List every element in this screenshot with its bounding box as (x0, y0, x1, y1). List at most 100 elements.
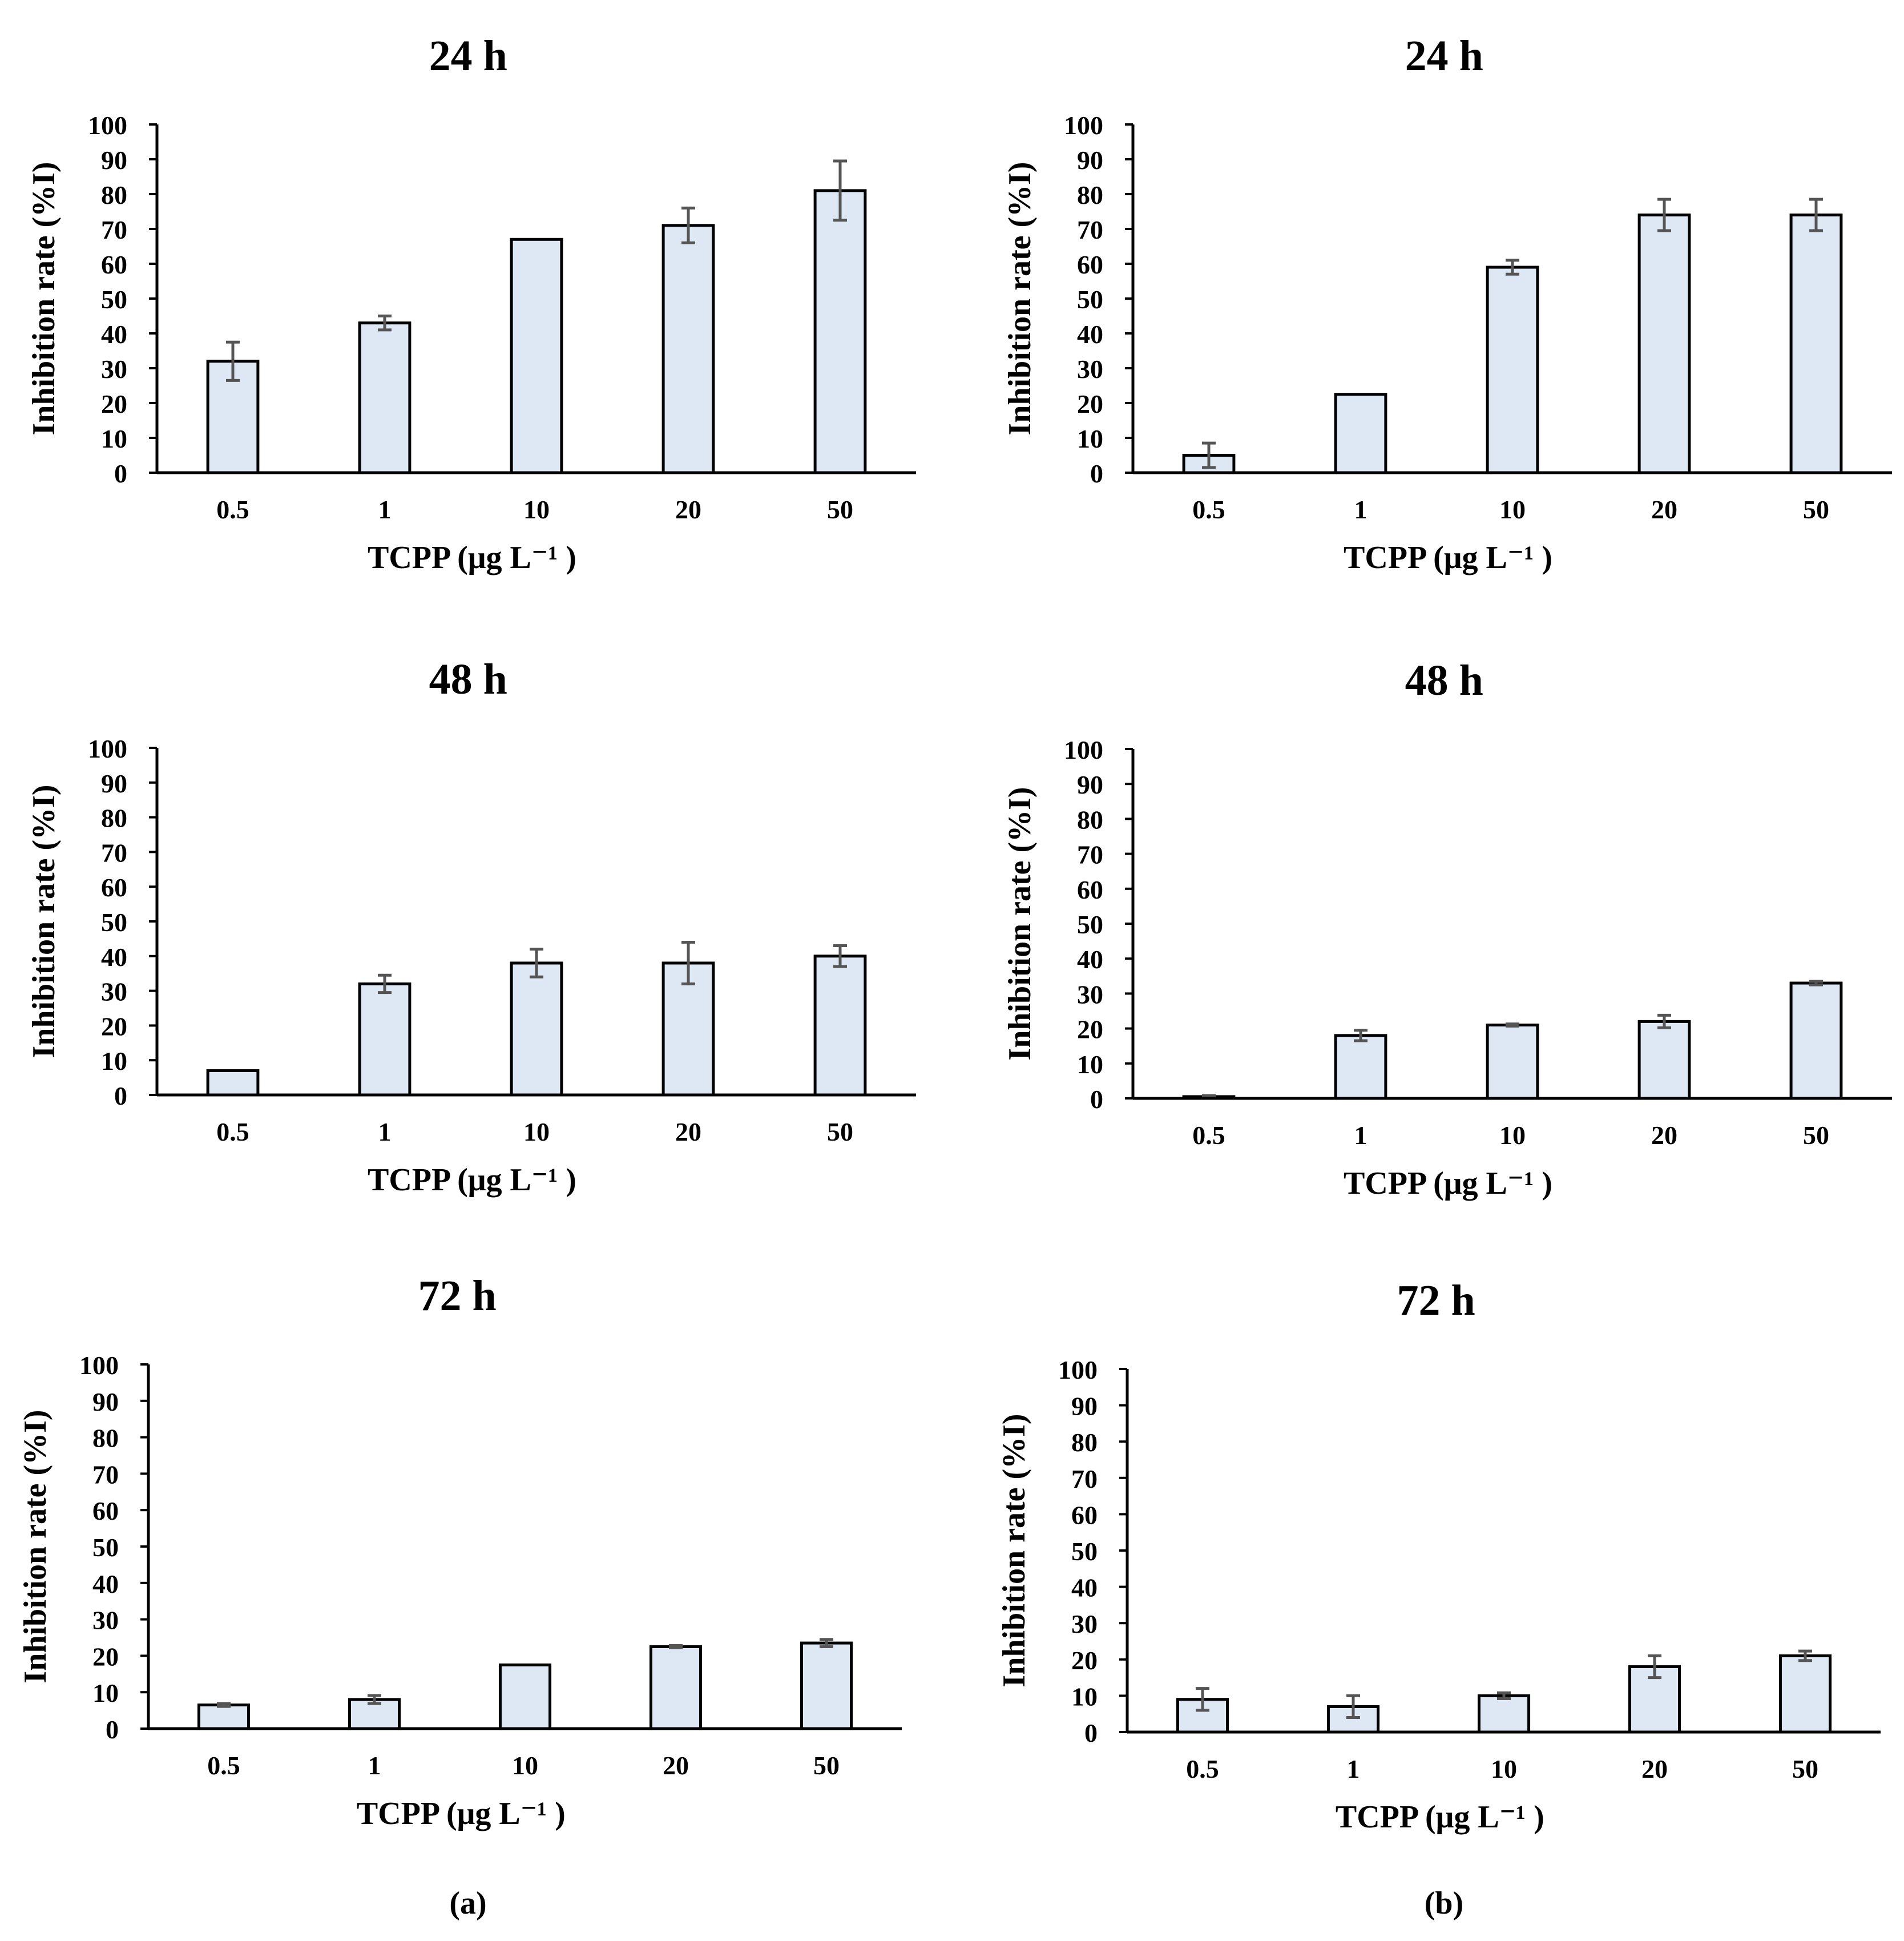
y-tick-label: 30 (92, 1606, 119, 1635)
chart-1: 24 h 0 10 20 30 40 50 60 70 80 90 100 0.5 1 10 20 50 TCPP… (26, 32, 916, 575)
bar (1789, 981, 1843, 1100)
y-tick-label: 40 (101, 320, 127, 349)
y-tick-label: 80 (1077, 805, 1103, 834)
y-tick-label: 70 (1077, 215, 1103, 244)
x-tick-label: 10 (523, 495, 550, 524)
y-tick-label: 80 (1077, 180, 1103, 210)
y-tick-label: 50 (1077, 285, 1103, 314)
y-tick-label: 90 (92, 1387, 119, 1416)
y-tick-label: 70 (1071, 1464, 1098, 1493)
chart-6: 72 h 0 10 20 30 40 50 60 70 80 90 100 0.5 1 10 20 50 TCPP… (997, 1276, 1881, 1835)
chart-5: 72 h 0 10 20 30 40 50 60 70 80 90 100 0.5 1 10 20 50 TCPP… (18, 1272, 902, 1831)
x-tick-label: 50 (827, 1117, 853, 1146)
y-tick-label: 0 (1084, 1718, 1098, 1747)
y-tick-label: 50 (101, 908, 127, 937)
y-tick-label: 40 (101, 943, 127, 972)
y-tick-label: 10 (101, 1046, 127, 1076)
y-axis-label: Inhibition rate (%I) (997, 1414, 1032, 1687)
y-tick-label: 20 (1077, 389, 1103, 418)
bar (1637, 1020, 1691, 1100)
x-tick-label: 50 (1792, 1754, 1818, 1783)
y-tick-label: 60 (1077, 250, 1103, 279)
panel-label-b: (b) (1425, 1886, 1463, 1921)
bar (510, 961, 563, 1097)
y-tick-label: 100 (79, 1351, 119, 1380)
bar (1486, 265, 1539, 474)
bar (197, 1704, 251, 1730)
y-tick-label: 20 (1077, 1015, 1103, 1044)
y-tick-label: 70 (1077, 840, 1103, 869)
x-tick-label: 50 (813, 1751, 840, 1780)
y-tick-label: 0 (106, 1715, 119, 1744)
y-tick-label: 90 (101, 769, 127, 798)
y-tick-label: 90 (1077, 770, 1103, 799)
y-tick-label: 50 (1077, 910, 1103, 939)
bar (1334, 393, 1387, 474)
bar (1477, 1694, 1531, 1734)
y-tick-label: 0 (1090, 459, 1103, 488)
bar (813, 189, 867, 474)
y-axis-label: Inhibition rate (%I) (1002, 787, 1038, 1060)
y-tick-label: 40 (1077, 320, 1103, 349)
y-axis-label: Inhibition rate (%I) (1002, 162, 1038, 435)
bar (358, 982, 412, 1097)
y-tick-label: 30 (1071, 1609, 1098, 1638)
y-tick-label: 10 (1077, 424, 1103, 453)
x-tick-label: 0.5 (216, 495, 249, 524)
x-axis-label: TCPP (μg L⁻¹ ) (1336, 1799, 1544, 1835)
y-tick-label: 40 (1077, 945, 1103, 974)
y-tick-label: 40 (92, 1569, 119, 1598)
x-tick-label: 1 (1347, 1754, 1360, 1783)
x-tick-label: 0.5 (1192, 495, 1225, 524)
y-tick-label: 90 (101, 146, 127, 175)
y-tick-label: 70 (92, 1460, 119, 1489)
y-tick-label: 20 (101, 1012, 127, 1041)
x-axis-label: TCPP (μg L⁻¹ ) (1344, 540, 1552, 575)
x-tick-label: 0.5 (207, 1751, 240, 1780)
x-axis-label: TCPP (μg L⁻¹ ) (368, 1162, 576, 1198)
y-tick-label: 90 (1077, 146, 1103, 175)
bar (661, 224, 715, 474)
y-tick-label: 50 (92, 1533, 119, 1562)
y-tick-label: 80 (101, 180, 127, 210)
x-tick-label: 50 (1803, 1121, 1829, 1150)
y-tick-label: 100 (88, 734, 127, 763)
bar (1637, 214, 1691, 474)
x-tick-label: 20 (1641, 1754, 1668, 1783)
bar (800, 1641, 853, 1730)
x-tick-label: 20 (1651, 1121, 1677, 1150)
bar (813, 955, 867, 1097)
x-tick-label: 20 (675, 1117, 701, 1146)
y-tick-label: 10 (101, 424, 127, 453)
y-tick-label: 30 (101, 355, 127, 384)
bar (1778, 1654, 1832, 1734)
y-tick-label: 0 (1090, 1085, 1103, 1114)
bar (649, 1645, 703, 1730)
panel-label-a: (a) (449, 1886, 486, 1921)
y-tick-label: 0 (114, 1081, 127, 1110)
y-tick-label: 100 (1058, 1355, 1098, 1384)
x-tick-label: 10 (1491, 1754, 1517, 1783)
x-tick-label: 20 (663, 1751, 689, 1780)
y-tick-label: 40 (1071, 1573, 1098, 1602)
bar (1334, 1034, 1387, 1100)
bar (358, 321, 412, 474)
y-tick-label: 50 (101, 285, 127, 314)
chart-title: 24 h (1405, 32, 1483, 80)
x-tick-label: 20 (1651, 495, 1677, 524)
x-tick-label: 1 (1354, 495, 1368, 524)
y-tick-label: 50 (1071, 1537, 1098, 1566)
x-tick-label: 1 (368, 1751, 381, 1780)
x-axis-label: TCPP (μg L⁻¹ ) (1344, 1166, 1552, 1201)
x-tick-label: 50 (1803, 495, 1829, 524)
x-tick-label: 20 (675, 495, 701, 524)
bar (498, 1663, 552, 1730)
x-tick-label: 10 (1499, 1121, 1526, 1150)
y-tick-label: 100 (88, 111, 127, 140)
y-tick-label: 80 (101, 804, 127, 833)
x-tick-label: 10 (1499, 495, 1526, 524)
chart-title: 48 h (1405, 657, 1483, 704)
bar (206, 1069, 260, 1097)
bar (1486, 1023, 1539, 1100)
